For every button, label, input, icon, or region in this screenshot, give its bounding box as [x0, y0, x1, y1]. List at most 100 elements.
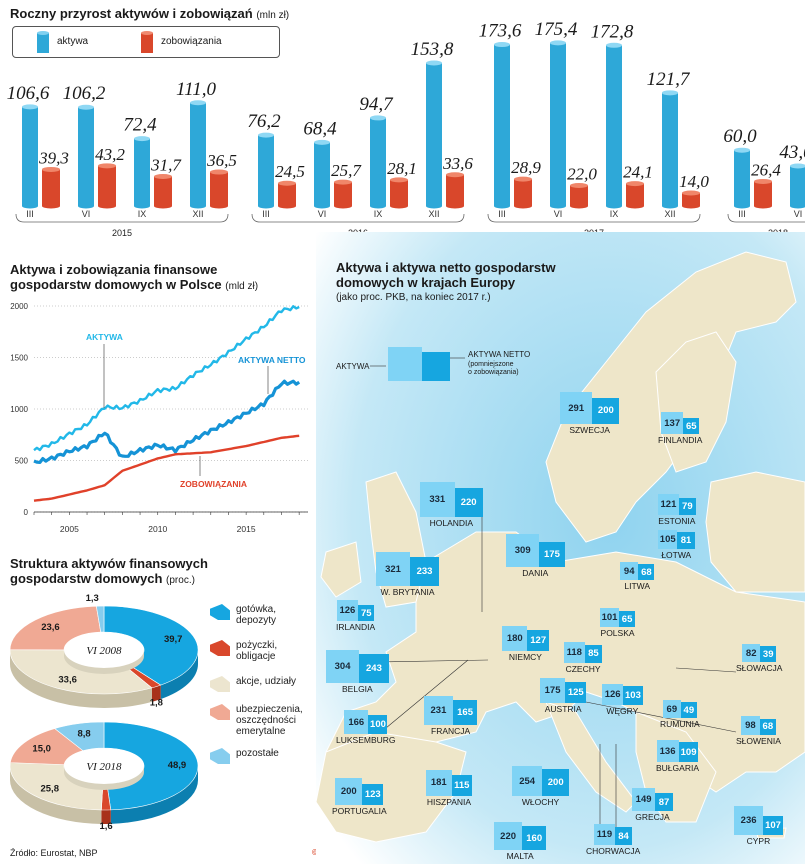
pie-legend-item: akcje, udziały — [210, 676, 296, 692]
bar-assets-value: 172,8 — [591, 21, 634, 42]
bar-assets-top — [370, 115, 386, 121]
mid-chart-title: Aktywa i zobowiązania finansowe gospodar… — [10, 262, 258, 294]
country-net-box: 220 — [454, 488, 483, 517]
bar-liabilities-base — [446, 203, 464, 209]
bar-assets — [78, 107, 94, 206]
x-tick-label: 2015 — [237, 524, 256, 534]
bar-assets — [790, 166, 805, 206]
bar-assets — [494, 44, 510, 206]
country-label: 137 65 FINLANDIA — [658, 412, 702, 445]
bar-assets-top — [258, 132, 274, 138]
category-label: III — [738, 209, 746, 219]
leader-line — [379, 659, 489, 663]
pie-legend-swatch — [210, 604, 230, 620]
country-label: 321 233 W. BRYTANIA — [376, 552, 440, 597]
bar-liabilities-value: 28,9 — [511, 158, 541, 177]
bar-assets-top — [494, 42, 510, 48]
country-label: 231 165 FRANCJA — [424, 696, 478, 736]
bar-assets — [606, 45, 622, 206]
country-label: 254 200 WŁOCHY — [512, 766, 570, 808]
bar-assets — [22, 106, 38, 206]
category-label: III — [26, 209, 34, 219]
year-bracket — [251, 213, 465, 223]
country-net-box: 200 — [592, 397, 620, 425]
bar-liabilities — [754, 181, 772, 206]
source-note: Źródło: Eurostat, NBP — [10, 848, 98, 858]
bar-assets-value: 76,2 — [247, 111, 281, 132]
category-label: VI — [318, 209, 327, 219]
bar-liabilities — [154, 176, 172, 206]
country-net-box: 233 — [410, 557, 440, 587]
map-subtitle: (jako proc. PKB, na koniec 2017 r.) — [336, 292, 491, 303]
country-assets-box: 166 — [344, 710, 369, 735]
bar-liabilities-value: 24,5 — [275, 162, 305, 181]
country-name: LITWA — [624, 581, 651, 592]
country-assets-box: 200 — [335, 778, 363, 805]
map-legend-net-note: (pomniejszone o zobowiązania) — [468, 361, 519, 376]
category-label: XII — [192, 209, 203, 219]
bar-assets-value: 111,0 — [176, 79, 216, 100]
bar-assets-value: 72,4 — [123, 115, 157, 136]
bar-assets-value: 43,0 — [779, 142, 805, 163]
donut-center-label: VI 2008 — [86, 645, 122, 657]
country-label: 180 127 NIEMCY — [502, 626, 549, 662]
map-legend-net-label: AKTYWA NETTO — [468, 350, 531, 359]
country-label: 236 107 CYPR — [734, 806, 783, 846]
country-assets-box: 236 — [734, 806, 764, 836]
y-tick-label: 2000 — [10, 302, 28, 311]
donut-value-label: 1,6 — [99, 821, 112, 832]
country-name: SZWECJA — [569, 425, 610, 436]
baltics-shape — [705, 471, 805, 593]
bar-assets — [258, 135, 274, 206]
bar-liabilities-base — [42, 203, 60, 209]
finland-shape — [655, 331, 737, 473]
country-label: 200 123 PORTUGALIA — [332, 778, 387, 816]
country-label: 105 81 ŁOTWA — [658, 530, 695, 560]
bar-assets-top — [550, 40, 566, 46]
pie-title-line2: gospodarstw domowych — [10, 571, 163, 586]
bar-assets-base — [134, 203, 150, 209]
bar-assets-base — [190, 203, 206, 209]
legend-assets-swatch — [37, 31, 49, 53]
country-net-box: 127 — [527, 630, 549, 652]
pie-legend-swatch — [210, 640, 230, 656]
country-name: RUMUNIA — [660, 719, 700, 729]
bar-assets-value: 106,2 — [63, 83, 106, 104]
iberia-shape — [316, 731, 467, 843]
bar-assets-base — [606, 203, 622, 209]
category-label: III — [498, 209, 506, 219]
ireland-shape — [320, 541, 362, 598]
donut-value-label: 1,8 — [150, 698, 163, 709]
bar-assets-base — [734, 203, 750, 209]
bar-liabilities-top — [154, 174, 172, 180]
bar-assets-value: 68,4 — [303, 118, 337, 139]
pie-legend-item: pożyczki, obligacje — [210, 640, 277, 662]
country-name: WŁOCHY — [521, 797, 560, 808]
country-label: 136 109 BUŁGARIA — [656, 740, 699, 773]
country-assets-box: 98 — [741, 716, 760, 735]
annotation-liabilities: ZOBOWIĄZANIA — [180, 479, 247, 489]
country-assets-box: 220 — [494, 822, 523, 851]
x-tick-label: 2005 — [60, 524, 79, 534]
top-bar-chart: 106,6 39,3 III 106,2 43,2 VI 72,4 31,7 IX 111,0 36… — [7, 19, 805, 238]
country-assets-box: 231 — [424, 696, 453, 725]
bar-assets-top — [734, 147, 750, 153]
pie-legend-item: gotówka, depozyty — [210, 604, 276, 626]
country-assets-box: 101 — [600, 608, 620, 628]
country-assets-box: 149 — [632, 788, 656, 812]
bar-assets-base — [790, 203, 805, 209]
pie-legend-swatch — [210, 676, 230, 692]
country-name: POLSKA — [600, 628, 635, 639]
bar-liabilities-base — [278, 203, 296, 209]
bar-liabilities — [570, 185, 588, 206]
bar-liabilities — [210, 172, 228, 206]
y-tick-label: 0 — [24, 508, 29, 517]
country-name: BUŁGARIA — [656, 763, 699, 774]
top-chart-title: Roczny przyrost aktywów i zobowiązań (ml… — [10, 6, 290, 21]
top-chart-unit: (mln zł) — [256, 10, 290, 21]
bar-assets-base — [22, 203, 38, 209]
bar-assets-top — [78, 104, 94, 110]
donut-side — [110, 766, 198, 824]
country-assets-box: 126 — [336, 600, 359, 622]
country-label: 149 87 GRECJA — [632, 788, 673, 822]
